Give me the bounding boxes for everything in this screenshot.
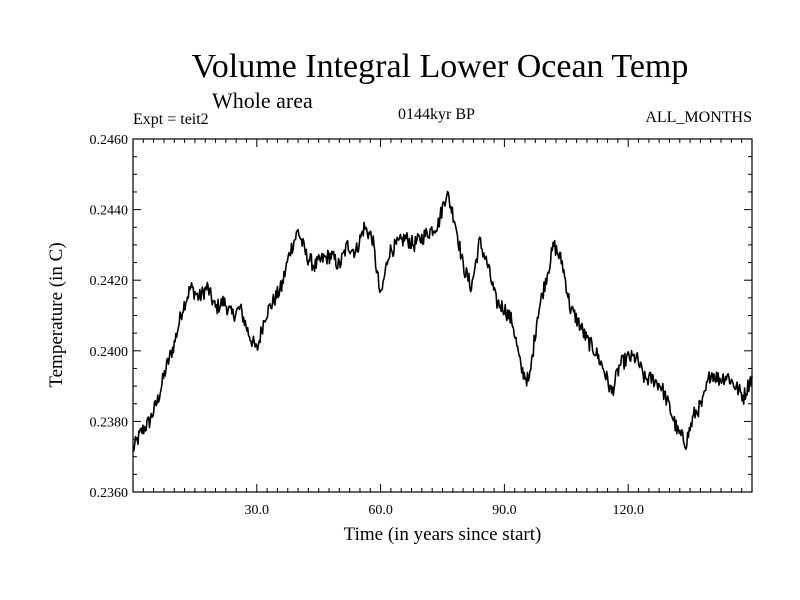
axis-ticks (132, 138, 753, 493)
y-tick-label: 0.2420 (90, 274, 129, 289)
tick-labels: 30.0 60.0 90.0 120.0 0.2360 0.2380 0.2400 0.242… (90, 133, 644, 518)
plot-frame (132, 138, 753, 493)
y-tick-label: 0.2360 (90, 486, 129, 501)
series-line (132, 190, 753, 452)
y-tick-label: 0.2460 (90, 133, 129, 148)
period-label: 0144kyr BP (398, 106, 475, 123)
y-tick-label: 0.2440 (90, 204, 129, 219)
x-tick-label: 120.0 (612, 503, 644, 518)
x-axis-label: Time (in years since start) (343, 524, 542, 545)
chart-subtitle: Whole area (212, 88, 313, 113)
x-tick-label: 30.0 (245, 503, 270, 518)
y-tick-label: 0.2400 (90, 345, 129, 360)
x-tick-label: 90.0 (492, 503, 517, 518)
experiment-label: Expt = teit2 (133, 111, 209, 128)
y-tick-label: 0.2380 (90, 415, 129, 430)
months-label: ALL_MONTHS (645, 109, 752, 126)
x-tick-label: 60.0 (368, 503, 393, 518)
chart-title: Volume Integral Lower Ocean Temp (191, 48, 689, 85)
